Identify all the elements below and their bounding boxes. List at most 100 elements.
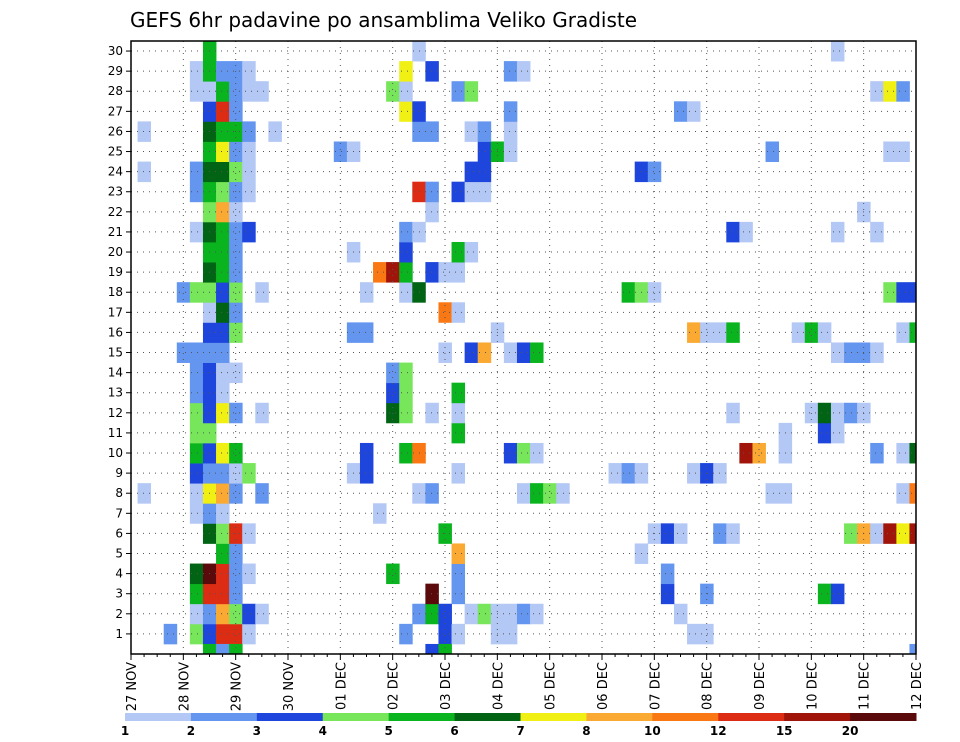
heatmap-cell [242,623,256,645]
colorbar-swatch [850,713,917,721]
heatmap-cell [189,583,204,605]
heatmap-cell [687,101,701,122]
x-tick-label: 28 NOV [177,662,192,711]
heatmap-cell [660,583,675,605]
x-tick-label: 05 DEC [544,662,559,710]
heatmap-cell [216,583,230,605]
heatmap-cell [425,603,439,625]
heatmap-cell [516,342,531,363]
heatmap-cell [386,262,400,283]
heatmap-cell [870,221,884,243]
heatmap-cell [359,442,374,464]
y-tick-label: 9 [115,466,123,480]
heatmap-cell [189,342,204,363]
heatmap-cell [229,302,243,323]
heatmap-cell [817,402,832,424]
heatmap-cell [870,442,884,464]
heatmap-cell [909,322,917,343]
heatmap-cell [189,422,204,444]
heatmap-cell [830,402,845,424]
heatmap-cell [804,322,819,343]
heatmap-cell [216,201,230,223]
heatmap-cell [189,161,204,183]
heatmap-cell [229,442,243,464]
heatmap-cell [621,463,636,484]
heatmap-cell [530,342,544,363]
heatmap-cell [216,322,230,343]
heatmap-cell [438,643,452,655]
heatmap-cell [464,241,479,263]
heatmap-cell [530,442,544,464]
heatmap-cell [189,81,204,102]
heatmap-cell [896,523,910,544]
heatmap-cell [386,81,400,102]
heatmap-cell [817,422,832,444]
heatmap-cell [883,282,897,303]
heatmap-cell [229,543,243,564]
heatmap-cell [870,523,884,544]
heatmap-cell [425,402,439,424]
y-tick-label: 13 [108,386,123,400]
y-tick-label: 29 [108,64,123,78]
heatmap-cell [844,402,858,424]
y-tick-label: 26 [108,124,123,138]
colorbar-swatch [784,713,851,721]
heatmap-cell [425,262,439,283]
heatmap-cell [216,563,230,585]
y-tick-label: 3 [115,587,123,601]
x-tick-label: 11 DEC [858,662,873,710]
heatmap-cell [425,61,439,82]
heatmap-cell [189,623,204,645]
heatmap-cell [229,241,243,263]
y-tick-label: 20 [108,245,123,259]
heatmap-cell [189,442,204,464]
x-tick-label: 12 DEC [910,662,925,710]
heatmap-cell [399,101,413,122]
y-tick-label: 14 [108,366,123,380]
heatmap-cell [503,623,518,645]
x-tick-label: 27 NOV [125,662,140,711]
heatmap-cell [216,181,230,203]
heatmap-cell [229,201,243,223]
heatmap-cell [830,41,845,62]
heatmap-cell [216,61,230,82]
heatmap-cell [451,241,466,263]
heatmap-cell [830,342,845,363]
heatmap-cell [883,523,897,544]
y-tick-label: 4 [115,567,123,581]
heatmap-cell [399,382,413,404]
heatmap-cell [438,262,452,283]
x-tick-label: 29 NOV [230,662,245,711]
heatmap-cell [229,362,243,384]
heatmap-cell [176,342,191,363]
heatmap-cell [896,141,910,162]
heatmap-cell [726,322,740,343]
y-tick-label: 27 [108,104,123,118]
heatmap-cell [242,523,256,544]
heatmap-cell [503,603,518,625]
heatmap-cell [399,262,413,283]
heatmap-cell [255,402,269,424]
colorbar-swatch [586,713,653,721]
x-tick-label: 03 DEC [439,662,454,710]
colorbar-swatch [256,713,324,721]
heatmap-cell [451,402,466,424]
heatmap-cell [229,322,243,343]
heatmap-cell [647,282,662,303]
heatmap-cell [229,262,243,283]
heatmap-cell [909,523,917,544]
heatmap-cell [229,101,243,122]
y-axis: 1234567891011121314151617181920212223242… [108,44,131,641]
colorbar-swatch [388,713,456,721]
heatmap-cell [464,342,479,363]
heatmap-cell [752,442,766,464]
colorbar-swatch [454,713,521,721]
heatmap-cell [216,463,230,484]
colorbar: 1 2 3 4 5 6 7 8 10 12 15 20 [121,713,917,738]
heatmap-cell [399,402,413,424]
heatmap-cell [216,623,230,645]
heatmap-cell [399,241,413,263]
heatmap-cell [543,483,557,504]
heatmap-cell [817,322,832,343]
